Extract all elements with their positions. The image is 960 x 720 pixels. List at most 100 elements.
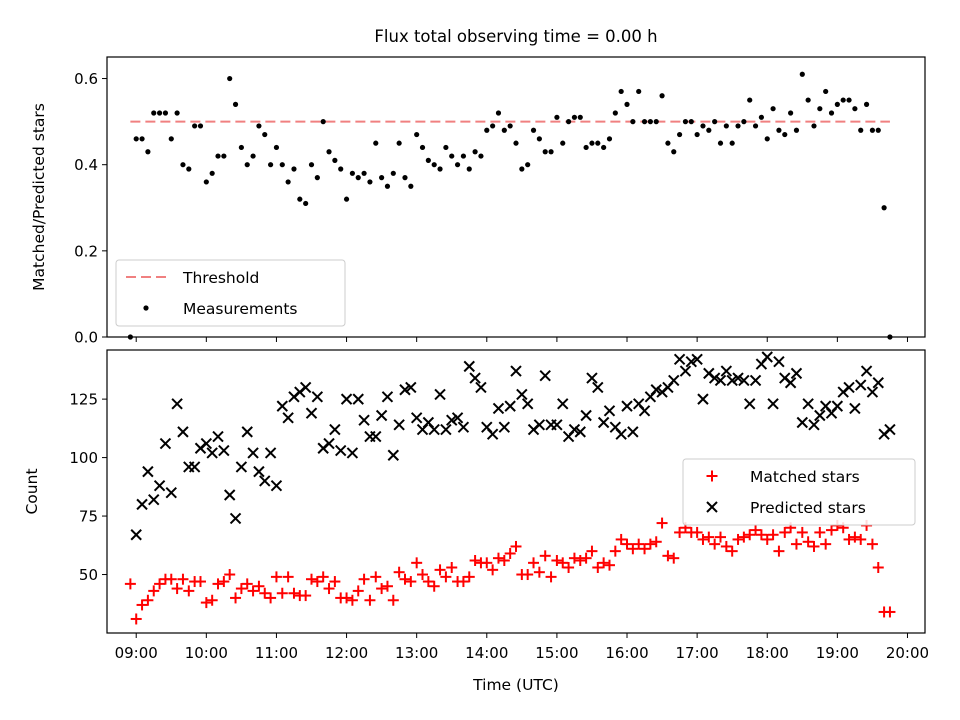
data-point-b bbox=[358, 414, 370, 426]
data-point bbox=[305, 407, 318, 419]
data-point bbox=[574, 426, 586, 438]
x-tick-label: 19:00 bbox=[816, 644, 859, 662]
data-point bbox=[533, 419, 546, 431]
data-point bbox=[726, 374, 738, 387]
data-point bbox=[463, 571, 475, 583]
data-point bbox=[504, 400, 516, 412]
data-point-b bbox=[299, 381, 312, 394]
data-point-b bbox=[440, 423, 452, 436]
data-point bbox=[270, 479, 283, 492]
data-point bbox=[250, 153, 256, 159]
data-point bbox=[203, 179, 209, 185]
data-point bbox=[253, 580, 265, 592]
data-point bbox=[303, 200, 309, 207]
data-point bbox=[720, 365, 733, 377]
data-point-b bbox=[422, 416, 435, 429]
data-point bbox=[843, 533, 855, 545]
data-point bbox=[171, 398, 183, 410]
data-point bbox=[285, 179, 291, 185]
data-point bbox=[165, 573, 177, 585]
data-point-b bbox=[638, 405, 651, 417]
data-point bbox=[732, 372, 744, 384]
data-point-b bbox=[650, 384, 662, 396]
data-point-b bbox=[130, 529, 142, 541]
data-point bbox=[133, 136, 139, 142]
data-point-b bbox=[796, 416, 809, 429]
data-point bbox=[405, 381, 417, 394]
data-point bbox=[136, 498, 148, 511]
data-point bbox=[256, 123, 262, 129]
data-point bbox=[306, 573, 317, 585]
data-point bbox=[852, 106, 858, 112]
data-point bbox=[557, 398, 569, 410]
data-point bbox=[332, 157, 338, 163]
data-point bbox=[492, 402, 505, 415]
data-point bbox=[589, 140, 595, 146]
data-point bbox=[130, 529, 142, 541]
data-point bbox=[457, 576, 469, 588]
data-point bbox=[630, 119, 636, 125]
data-point-b bbox=[714, 374, 727, 387]
data-point bbox=[148, 585, 160, 597]
data-point-b bbox=[393, 419, 405, 431]
data-point bbox=[177, 573, 189, 585]
x-tick-label: 18:00 bbox=[746, 644, 789, 662]
data-point bbox=[823, 88, 829, 95]
data-point bbox=[148, 493, 160, 506]
data-point-b bbox=[171, 398, 183, 410]
data-point-b bbox=[592, 381, 604, 394]
data-point bbox=[375, 409, 388, 422]
data-point bbox=[142, 465, 154, 478]
data-point bbox=[843, 381, 855, 394]
data-point bbox=[560, 140, 566, 146]
data-point bbox=[826, 524, 838, 536]
data-point bbox=[773, 355, 785, 368]
data-point-b bbox=[253, 465, 265, 478]
data-point bbox=[808, 540, 820, 552]
legend-predicted-swatch bbox=[706, 501, 718, 513]
data-point bbox=[320, 119, 326, 125]
series-predicted-stars bbox=[130, 351, 896, 541]
data-point-b bbox=[510, 365, 522, 377]
data-point bbox=[633, 538, 645, 550]
data-point bbox=[451, 412, 464, 424]
data-point-b bbox=[749, 374, 762, 387]
data-point bbox=[659, 93, 665, 99]
data-point bbox=[238, 144, 244, 151]
data-point bbox=[300, 590, 312, 602]
data-point bbox=[644, 538, 656, 550]
data-point bbox=[636, 88, 642, 95]
data-point bbox=[715, 531, 726, 543]
data-point-b bbox=[206, 447, 218, 459]
data-point-b bbox=[790, 367, 803, 380]
x-tick-label: 16:00 bbox=[605, 644, 648, 662]
data-point bbox=[580, 552, 592, 564]
data-point-b bbox=[557, 398, 569, 410]
data-point-b bbox=[744, 398, 756, 410]
data-point-b bbox=[323, 437, 335, 450]
data-point bbox=[402, 175, 408, 181]
data-point bbox=[624, 101, 630, 107]
data-point bbox=[446, 414, 458, 426]
data-point bbox=[755, 529, 767, 541]
data-point bbox=[586, 372, 598, 384]
data-point bbox=[507, 123, 513, 129]
data-point bbox=[270, 571, 282, 583]
data-point-b bbox=[819, 400, 832, 412]
data-point-b bbox=[761, 351, 773, 363]
data-point-b bbox=[814, 409, 826, 422]
data-point bbox=[355, 175, 361, 181]
data-point bbox=[229, 512, 242, 525]
data-point bbox=[241, 426, 253, 438]
data-point bbox=[130, 613, 142, 625]
data-point bbox=[291, 166, 297, 172]
data-point bbox=[510, 365, 522, 377]
data-point bbox=[484, 127, 490, 133]
data-point bbox=[268, 162, 274, 168]
data-point bbox=[691, 353, 703, 366]
data-point-b bbox=[580, 409, 592, 422]
data-point bbox=[548, 149, 554, 155]
data-point bbox=[598, 557, 610, 569]
data-point-b bbox=[726, 374, 738, 387]
data-point bbox=[501, 127, 507, 133]
